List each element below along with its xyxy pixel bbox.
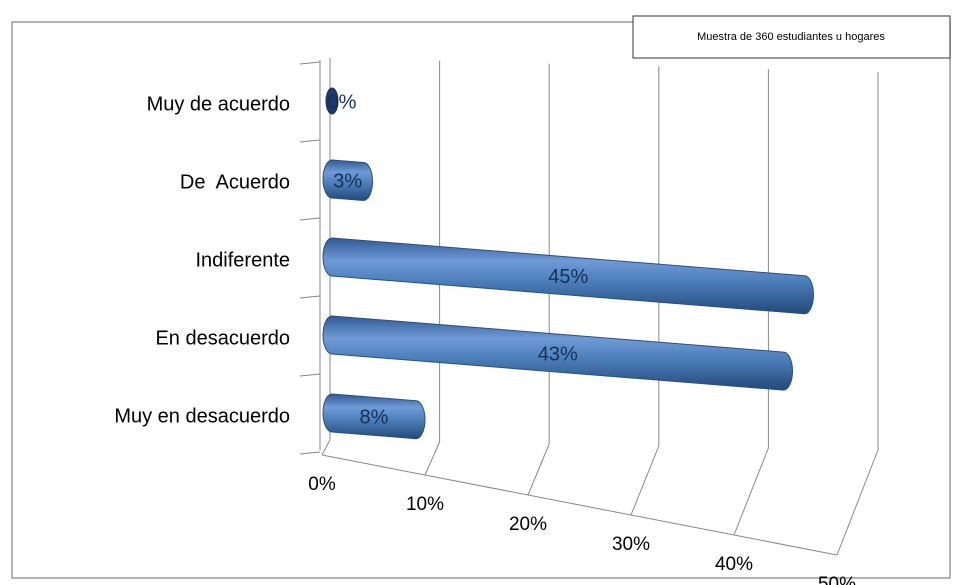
x-tick-label: 10% <box>406 494 444 515</box>
y-tick <box>299 451 321 455</box>
floor-line <box>630 445 660 516</box>
y-tick <box>299 373 321 377</box>
y-tick-label: De Acuerdo <box>180 171 290 193</box>
y-tick-label: Muy en desacuerdo <box>114 405 290 427</box>
annotation-box <box>632 15 951 59</box>
floor-line <box>527 443 550 496</box>
y-tick <box>299 295 321 299</box>
bar <box>322 159 373 202</box>
x-tick-label: 40% <box>715 554 753 575</box>
bar <box>325 87 339 115</box>
x-tick-label: 0% <box>308 474 336 495</box>
value-label: 43% <box>538 343 578 365</box>
y-tick-label: Muy de acuerdo <box>147 93 290 115</box>
bar <box>322 393 426 440</box>
floor-line <box>321 439 331 456</box>
value-label: 3% <box>333 171 362 193</box>
value-label: 0% <box>328 91 357 113</box>
y-tick <box>299 139 321 143</box>
floor-line <box>733 447 769 536</box>
bar <box>322 237 814 315</box>
annotation: Muestra de 360 estudiantes u hogares <box>697 31 885 43</box>
x-tick-label: 50% <box>818 574 856 585</box>
y-tick <box>299 61 321 65</box>
x-tick-label: 20% <box>509 514 547 535</box>
floor-line <box>424 441 441 476</box>
value-label: 45% <box>548 266 588 288</box>
bar <box>322 315 793 391</box>
x-tick-label: 30% <box>612 534 650 555</box>
y-tick <box>299 217 321 221</box>
x-axis <box>321 454 838 556</box>
y-tick-label: En desacuerdo <box>155 327 290 349</box>
value-label: 8% <box>360 407 389 429</box>
y-tick-label: Indiferente <box>195 249 290 271</box>
floor-line <box>836 449 879 556</box>
